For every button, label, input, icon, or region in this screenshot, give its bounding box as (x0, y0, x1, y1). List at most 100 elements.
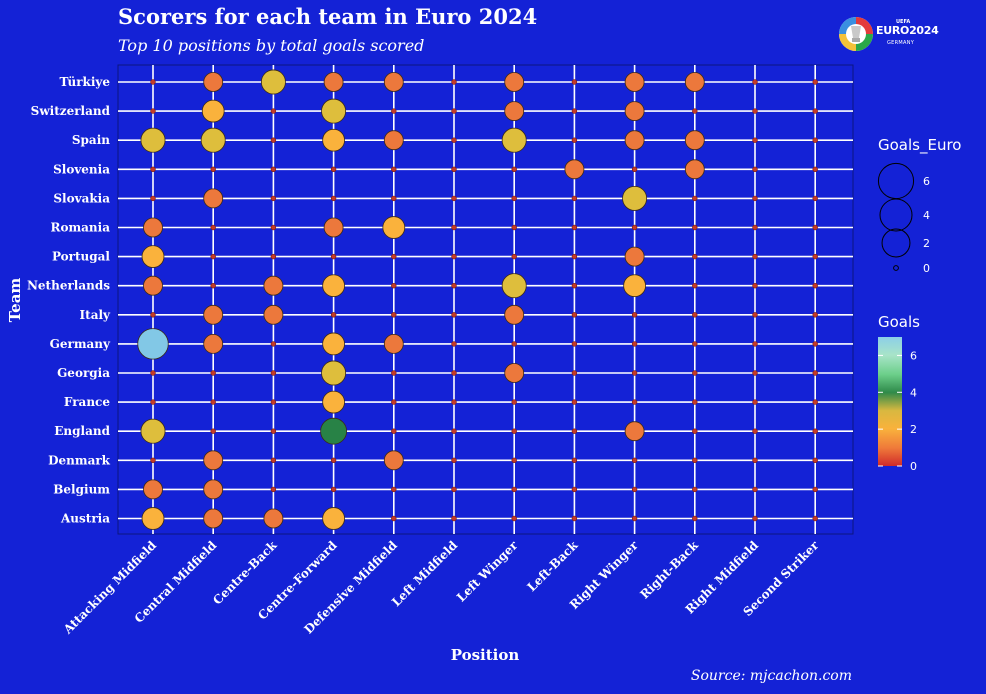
bubble-portugal-right-back (692, 253, 698, 260)
bubble-france-second-striker (812, 399, 818, 405)
bubble-denmark-defensive-midfield (383, 450, 404, 471)
bubble-georgia-centre-forward (321, 360, 347, 386)
bubble-england-central-midfield (210, 428, 216, 434)
euro2024-logo (838, 12, 948, 56)
bubble-italy-left-winger (504, 304, 525, 325)
bubble-slovakia-right-midfield (752, 195, 758, 202)
bubble-slovenia-right-winger (631, 166, 638, 173)
bubble-denmark-left-midfield (451, 457, 457, 463)
bubble-romania-left-back (571, 224, 578, 231)
bubble-slovenia-left-midfield (451, 166, 457, 173)
bubble-spain-attacking-midfield (140, 127, 166, 153)
bubble-spain-left-winger (501, 127, 527, 153)
bubble-england-right-midfield (752, 428, 758, 434)
bubble-france-left-winger (511, 399, 517, 405)
bubble-france-right-midfield (752, 399, 758, 405)
bubble-italy-centre-forward (330, 312, 337, 318)
y-tick-label: Netherlands (27, 279, 110, 293)
bubble-slovakia-attacking-midfield (150, 195, 156, 202)
bubble-belgium-centre-forward (330, 486, 337, 493)
bubble-georgia-defensive-midfield (391, 370, 397, 376)
bubble-netherlands-centre-back (263, 275, 284, 296)
bubble-t-rkiye-defensive-midfield (383, 72, 404, 92)
bubble-spain-centre-back (270, 137, 277, 143)
bubble-switzerland-attacking-midfield (150, 108, 156, 114)
color-legend-label: 0 (910, 460, 917, 473)
bubble-t-rkiye-right-midfield (752, 79, 758, 85)
bubble-germany-central-midfield (203, 333, 224, 354)
bubble-t-rkiye-attacking-midfield (150, 79, 156, 85)
bubble-austria-second-striker (812, 515, 818, 522)
x-tick-label: Left Midfield (389, 538, 460, 609)
bubble-austria-central-midfield (203, 508, 224, 529)
bubble-georgia-centre-back (270, 370, 277, 376)
bubble-france-left-midfield (451, 399, 457, 405)
bubble-austria-left-midfield (451, 515, 457, 522)
bubble-netherlands-left-back (571, 283, 578, 289)
bubble-portugal-attacking-midfield (141, 245, 165, 268)
bubble-denmark-right-winger (631, 457, 638, 463)
bubble-denmark-central-midfield (203, 450, 224, 471)
y-tick-label: Spain (72, 133, 110, 147)
bubble-belgium-central-midfield (203, 479, 224, 500)
bubble-austria-left-back (571, 515, 578, 522)
bubble-t-rkiye-left-winger (504, 72, 525, 92)
bubble-italy-defensive-midfield (391, 312, 397, 318)
chart-title: Scorers for each team in Euro 2024 (118, 4, 538, 29)
bubble-slovakia-second-striker (812, 195, 818, 202)
bubble-italy-right-winger (631, 312, 638, 318)
bubble-austria-defensive-midfield (391, 515, 397, 522)
bubble-romania-centre-back (270, 224, 277, 231)
bubble-switzerland-central-midfield (201, 99, 225, 123)
bubble-romania-left-winger (511, 224, 517, 231)
bubble-slovakia-left-midfield (451, 195, 457, 202)
bubble-switzerland-second-striker (812, 108, 818, 114)
bubble-switzerland-right-back (692, 108, 698, 114)
bubble-netherlands-left-winger (501, 273, 527, 299)
bubble-spain-second-striker (812, 137, 818, 143)
y-tick-label: Romania (50, 221, 110, 235)
bubble-austria-centre-forward (322, 507, 345, 530)
bubble-italy-central-midfield (203, 304, 224, 325)
bubble-denmark-second-striker (812, 457, 818, 463)
bubble-austria-right-midfield (752, 515, 758, 522)
bubble-spain-right-midfield (752, 137, 758, 143)
bubble-italy-centre-back (263, 304, 284, 325)
bubble-spain-left-midfield (451, 137, 457, 143)
bubble-slovenia-centre-forward (330, 166, 337, 173)
bubble-slovenia-central-midfield (210, 166, 216, 173)
bubble-belgium-centre-back (270, 486, 277, 493)
bubble-switzerland-right-winger (624, 101, 645, 121)
bubble-england-left-back (571, 428, 578, 434)
bubble-slovakia-right-winger (622, 185, 648, 211)
y-tick-label: Slovakia (53, 191, 110, 205)
size-legend-key (881, 228, 911, 258)
x-tick-label: Right-Back (637, 538, 701, 602)
bubble-france-centre-forward (322, 390, 345, 414)
bubble-romania-defensive-midfield (382, 216, 406, 239)
bubble-georgia-right-back (692, 370, 698, 376)
bubble-france-central-midfield (210, 399, 216, 405)
bubble-switzerland-left-winger (504, 101, 525, 121)
bubble-portugal-central-midfield (210, 253, 216, 260)
bubble-france-left-back (571, 399, 578, 405)
y-tick-label: Germany (50, 337, 111, 351)
bubble-portugal-centre-back (270, 253, 277, 260)
color-legend-title: Goals (878, 313, 920, 331)
bubble-germany-left-back (571, 341, 578, 347)
bubble-portugal-left-back (571, 253, 578, 260)
size-legend-label: 2 (923, 237, 930, 250)
size-legend-label: 6 (923, 175, 930, 188)
y-tick-label: Georgia (57, 366, 110, 380)
bubble-georgia-right-winger (631, 370, 638, 376)
bubble-spain-left-back (571, 137, 578, 143)
bubble-romania-right-winger (631, 224, 638, 231)
bubble-slovakia-centre-forward (330, 195, 337, 202)
bubble-germany-centre-back (270, 341, 277, 347)
bubble-england-right-winger (624, 421, 645, 442)
trophy-logo-icon (839, 17, 873, 51)
bubble-georgia-right-midfield (752, 370, 758, 376)
bubble-slovakia-defensive-midfield (391, 195, 397, 202)
color-legend-label: 4 (910, 386, 917, 399)
bubble-romania-central-midfield (210, 224, 216, 231)
